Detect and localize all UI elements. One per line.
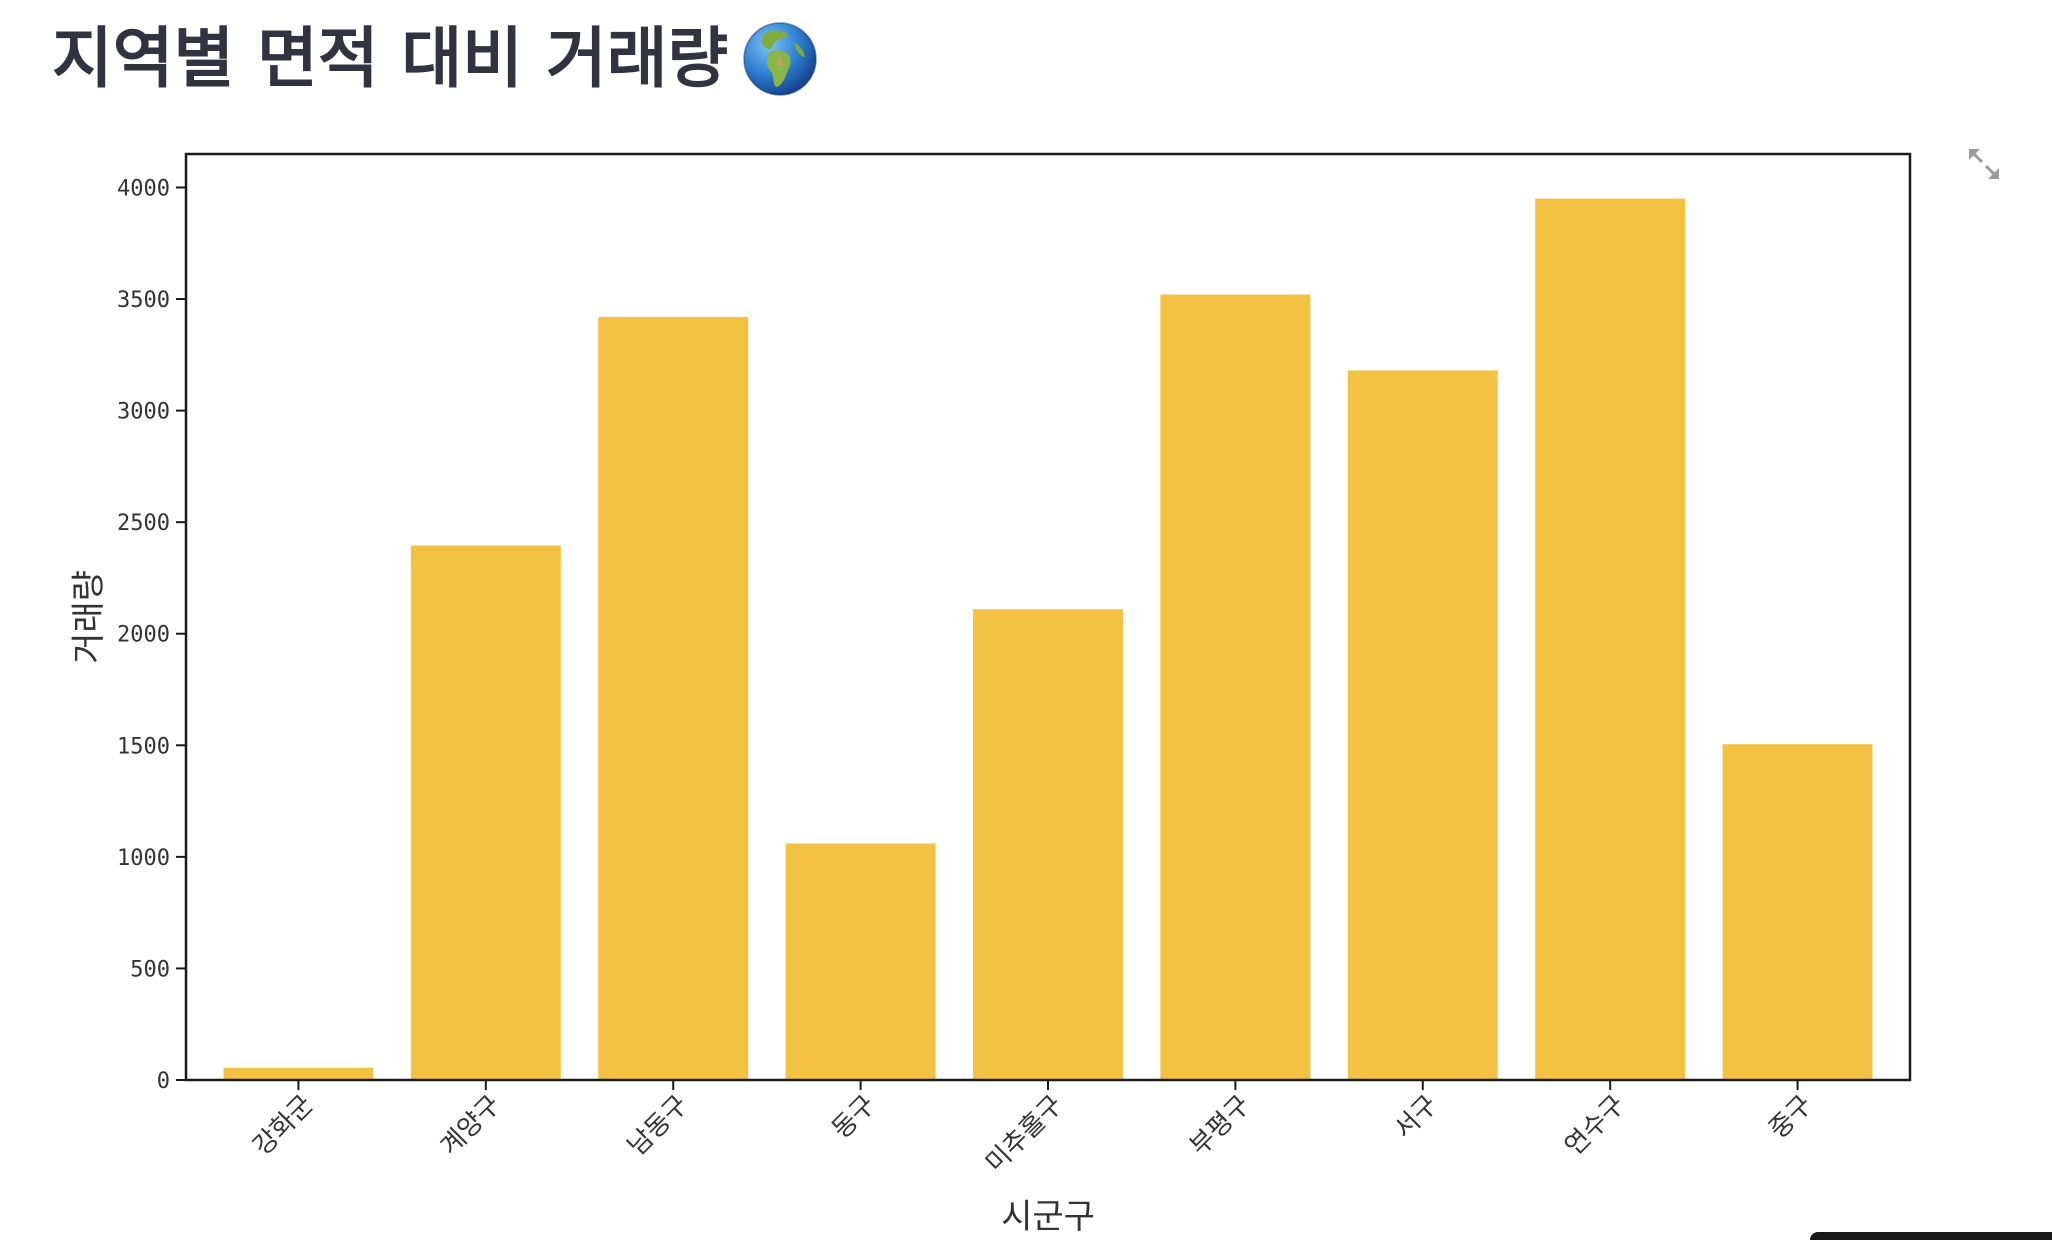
page-title-text: 지역별 면적 대비 거래량 [52, 20, 729, 97]
y-axis-ticks: 0 500 1000 1500 2000 2500 3000 3500 4000 [117, 176, 186, 1094]
plot-frame [184, 152, 1912, 1082]
bar-중구 [1722, 744, 1873, 1080]
x-tick-label: 계양구 [435, 1090, 507, 1162]
y-tick-label: 1000 [117, 846, 170, 871]
y-tick-label: 1500 [117, 734, 170, 759]
y-axis-label: 거래량 [69, 570, 109, 664]
x-tick-label: 동구 [827, 1090, 882, 1145]
globe-icon [743, 22, 817, 96]
bar-서구 [1347, 370, 1498, 1080]
x-tick-label: 부평구 [1184, 1090, 1256, 1162]
y-tick-label: 3000 [117, 400, 170, 425]
x-tick-label: 남동구 [622, 1090, 694, 1162]
bar-미추홀구 [973, 609, 1123, 1080]
expand-arrows-icon [1969, 149, 1999, 179]
x-tick-label: 미추홀구 [980, 1090, 1069, 1179]
x-tick-label: 서구 [1389, 1090, 1444, 1145]
y-tick-label: 4000 [117, 176, 170, 201]
x-tick-label: 중구 [1763, 1090, 1818, 1145]
y-tick-label: 2000 [117, 623, 170, 648]
y-tick-label: 0 [157, 1069, 170, 1094]
x-axis-ticks: 강화군 계양구 남동구 동구 미추홀구 부평구 서구 연수구 중구 [247, 1080, 1819, 1179]
y-tick-label: 2500 [117, 511, 170, 536]
bars-group [223, 198, 1873, 1081]
x-axis-label: 시군구 [1001, 1197, 1095, 1237]
y-tick-label: 500 [130, 957, 170, 982]
fullscreen-button[interactable] [1966, 146, 2002, 182]
bar-동구 [785, 843, 936, 1080]
bar-강화군 [223, 1067, 374, 1080]
page-edge-shadow [1810, 1232, 2052, 1240]
x-tick-label: 강화군 [247, 1090, 319, 1162]
bar-계양구 [410, 545, 561, 1080]
x-tick-label: 연수구 [1559, 1090, 1631, 1162]
page-title: 지역별 면적 대비 거래량 [52, 14, 818, 104]
bar-부평구 [1160, 294, 1311, 1080]
bar-남동구 [598, 316, 749, 1081]
bar-연수구 [1535, 198, 1686, 1080]
y-tick-label: 3500 [117, 288, 170, 313]
